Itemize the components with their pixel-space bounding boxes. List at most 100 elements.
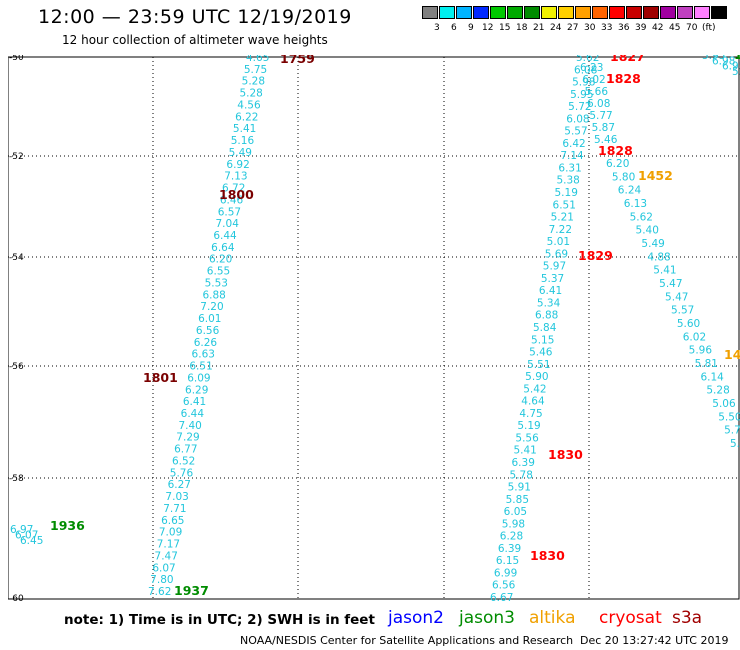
colorbar-label: 21 — [533, 23, 545, 33]
satellite-name: jason2 — [388, 608, 444, 628]
colorbar-swatch — [541, 6, 557, 19]
wave-height-value: 6.57 — [218, 206, 241, 218]
wave-height-value: 6.39 — [498, 543, 521, 555]
wave-height-value: 6.41 — [183, 396, 206, 408]
wave-height-value: 6.46 — [220, 194, 244, 206]
colorbar-label: 12 — [482, 23, 494, 33]
wave-height-value: 7.09 — [159, 527, 182, 539]
wave-height-value: 5. — [730, 438, 740, 450]
wave-height-value: 5.62 — [576, 55, 599, 64]
wave-height-value: 6.95 — [722, 61, 740, 73]
wave-height-value: 5.40 — [636, 225, 659, 237]
colorbar-label: 42 — [652, 23, 664, 33]
wave-height-value: 5.98 — [502, 518, 525, 530]
wave-height-value: 6.01 — [198, 313, 221, 325]
overpass-time-label: 1829 — [578, 248, 613, 263]
wave-height-value: 6.63 — [192, 349, 215, 361]
wave-height-value: 7.04 — [216, 218, 240, 230]
wave-height-value: 5.97 — [543, 261, 566, 273]
wave-height-value: 5.34 — [537, 297, 561, 309]
wave-height-value: 6.72 — [222, 183, 245, 195]
wave-height-value: 4.64 — [521, 396, 545, 408]
wave-height-value: 5.72 — [568, 101, 591, 113]
wave-height-value: 7.40 — [178, 420, 201, 432]
wave-height-value: 5.28 — [706, 385, 729, 397]
wave-height-value: 4.56 — [237, 99, 261, 111]
colorbar-swatch — [524, 6, 540, 19]
wave-height-value: 4.75 — [519, 408, 542, 420]
colorbar-label: 15 — [499, 23, 511, 33]
wave-height-value: 5.28 — [242, 76, 265, 88]
wave-height-value: 6.13 — [624, 198, 647, 210]
wave-height-value: 5.41 — [513, 445, 536, 457]
wave-height-value: 5. — [732, 66, 740, 78]
wave-height-value: 6.27 — [168, 479, 191, 491]
wave-height-value: 6.44 — [213, 230, 237, 242]
wave-height-value: 6.42 — [562, 138, 585, 150]
wave-height-value: 6.23 — [580, 62, 603, 74]
wave-height-value: 5.19 — [517, 420, 540, 432]
colorbar-swatch — [660, 6, 676, 19]
wave-height-value: 7.13 — [224, 171, 247, 183]
map-subtitle: 12 hour collection of altimeter wave hei… — [62, 33, 328, 47]
colorbar-label: 30 — [584, 23, 596, 33]
colorbar-swatch — [711, 6, 727, 19]
overpass-time-label: 1830 — [548, 447, 583, 462]
wave-height-value: 5.75 — [244, 64, 267, 76]
wave-height-value: 5.69 — [545, 248, 568, 260]
overpass-time-label: 1830 — [530, 548, 565, 563]
wave-height-value: 6.05 — [504, 506, 527, 518]
wave-height-value: 5.06 — [712, 398, 736, 410]
wave-height-value: 6.98 — [712, 55, 735, 67]
wave-height-value: 5.7 — [724, 425, 740, 437]
wave-height-value: 5.87 — [592, 122, 615, 134]
colorbar-label: (ft) — [702, 23, 716, 33]
wave-height-value: 6.44 — [181, 408, 205, 420]
colorbar-label: 39 — [635, 23, 647, 33]
satellite-name: cryosat — [599, 608, 662, 628]
colorbar-label: 3 — [434, 23, 440, 33]
wave-height-value: 5.53 — [205, 277, 228, 289]
wave-height-value: 6.88 — [202, 289, 225, 301]
wave-height-value: 6.52 — [172, 455, 195, 467]
wave-height-value: 6.02 — [683, 331, 706, 343]
wave-height-value: 5.21 — [551, 212, 574, 224]
wave-height-value: 6.09 — [187, 372, 210, 384]
colorbar-label: 70 — [686, 23, 698, 33]
overpass-time-label: 1 — [734, 55, 740, 62]
wave-height-value: 4.65 — [246, 55, 269, 64]
map-canvas: -50-52-54-56-58-60-135-132-129-126-123-1… — [8, 55, 740, 601]
latitude-label: -58 — [9, 474, 24, 484]
wave-height-value: 7.22 — [549, 224, 572, 236]
colorbar-swatch — [507, 6, 523, 19]
wave-height-value: 7.80 — [150, 574, 173, 586]
wave-height-value: 5.62 — [630, 211, 653, 223]
wave-height-value: 5.41 — [233, 123, 256, 135]
wave-height-value: 6.45 — [20, 535, 43, 547]
wave-height-value: 5.56 — [515, 432, 539, 444]
wave-height-value: 7.47 — [155, 550, 178, 562]
colorbar-label: 45 — [669, 23, 681, 33]
wave-height-value: 6.88 — [535, 310, 558, 322]
wave-height-value: 6.67 — [490, 592, 513, 601]
wave-height-value: 6.77 — [174, 444, 197, 456]
colorbar-swatch — [422, 6, 438, 19]
overpass-time-label: 1759 — [280, 55, 315, 66]
wave-height-value: 5.77 — [589, 110, 612, 122]
wave-height-value: 5.16 — [231, 135, 255, 147]
source-credit: NOAA/NESDIS Center for Satellite Applica… — [240, 634, 574, 647]
wave-height-value: 4.88 — [647, 251, 670, 263]
wave-height-value: 5.76 — [170, 467, 194, 479]
satellite-name: jason3 — [459, 608, 515, 628]
wave-height-value: 7.62 — [148, 586, 171, 598]
wave-height-value: 5.84 — [533, 322, 557, 334]
wave-height-value: 5.81 — [695, 358, 718, 370]
wave-height-value: 5.46 — [529, 347, 553, 359]
wave-height-value: 7.17 — [157, 539, 180, 551]
wave-height-value: 5.95 — [702, 55, 725, 62]
colorbar-label: 9 — [468, 23, 474, 33]
wave-height-value: 6.08 — [587, 98, 610, 110]
wave-height-value: 6.20 — [606, 158, 629, 170]
overpass-time-label: 1828 — [606, 71, 641, 86]
colorbar-swatch — [694, 6, 710, 19]
